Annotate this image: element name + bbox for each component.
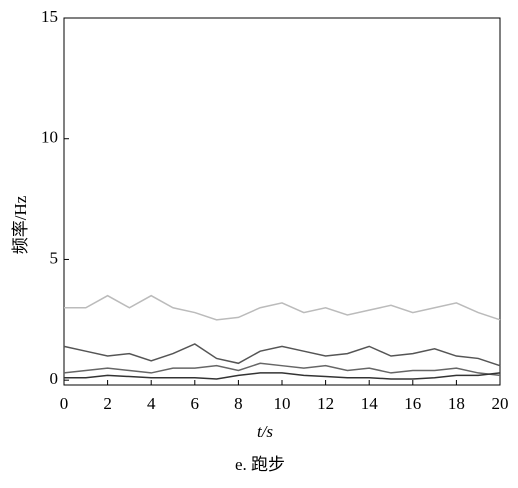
series-line: [63, 362, 501, 377]
x-tick-label: 18: [448, 394, 465, 413]
series-line: [64, 372, 501, 380]
x-tick-label: 8: [234, 394, 243, 413]
x-tick-label: 0: [60, 394, 69, 413]
x-tick-label: 14: [361, 394, 379, 413]
y-tick-label: 0: [50, 369, 59, 388]
x-tick-label: 16: [404, 394, 421, 413]
x-axis-label: t/s: [257, 422, 273, 441]
caption: e. 跑步: [235, 455, 285, 474]
y-tick-label: 10: [41, 128, 58, 147]
y-axis-label: 频率/Hz: [11, 195, 30, 254]
y-tick-label: 5: [50, 248, 59, 267]
x-tick-label: 20: [492, 394, 509, 413]
x-tick-label: 10: [274, 394, 291, 413]
series-line: [64, 294, 501, 321]
y-tick-label: 15: [41, 7, 58, 26]
x-tick-label: 2: [103, 394, 112, 413]
x-tick-label: 6: [191, 394, 200, 413]
x-tick-label: 12: [317, 394, 334, 413]
series-line: [63, 343, 501, 367]
plot-frame: [63, 17, 501, 386]
x-tick-label: 4: [147, 394, 156, 413]
